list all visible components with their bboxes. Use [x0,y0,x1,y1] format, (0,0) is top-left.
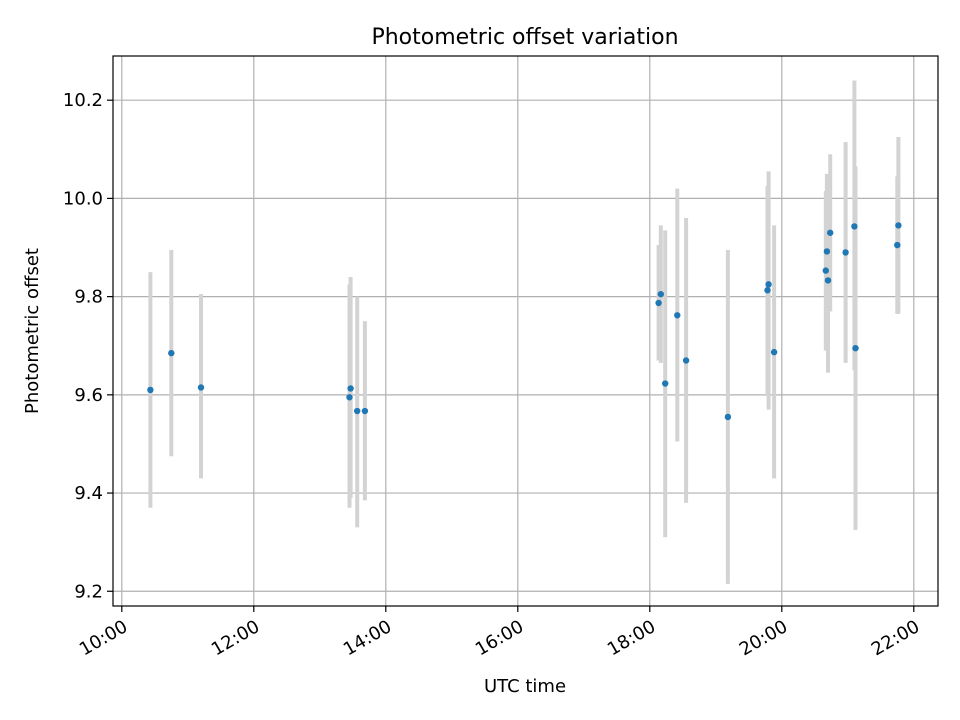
y-tick-label: 10.0 [63,188,103,209]
data-point [197,384,205,391]
data-point [822,267,829,274]
data-point [827,229,834,236]
data-point [657,290,664,298]
y-tick-label: 9.6 [74,385,103,406]
grid-lines [113,56,938,606]
data-point [682,357,690,364]
y-tick-label: 9.4 [74,483,103,504]
y-axis-title: Photometric offset [22,248,43,414]
data-point [168,349,175,357]
data-point [852,344,859,352]
y-tick-label: 10.2 [63,90,103,111]
data-point [361,407,369,415]
data-point [765,281,772,288]
y-tick-label: 9.2 [74,581,103,602]
data-point [894,241,901,249]
x-axis-title: UTC time [484,676,566,697]
data-point [346,394,353,401]
data-point [354,407,361,415]
plot-frame [112,55,939,607]
data-point [764,287,771,294]
y-tick-label: 9.8 [74,287,103,308]
data-point [823,248,831,255]
data-point [674,312,681,319]
data-point [147,386,154,394]
chart-title: Photometric offset variation [371,25,678,50]
data-point [770,348,778,356]
data-point [842,249,849,256]
data-point [347,385,354,392]
data-point [895,222,902,229]
data-point [824,277,832,284]
data-point [662,380,669,387]
data-point [655,299,662,307]
data-points [147,222,902,421]
data-point [851,223,858,230]
data-point [724,413,732,421]
